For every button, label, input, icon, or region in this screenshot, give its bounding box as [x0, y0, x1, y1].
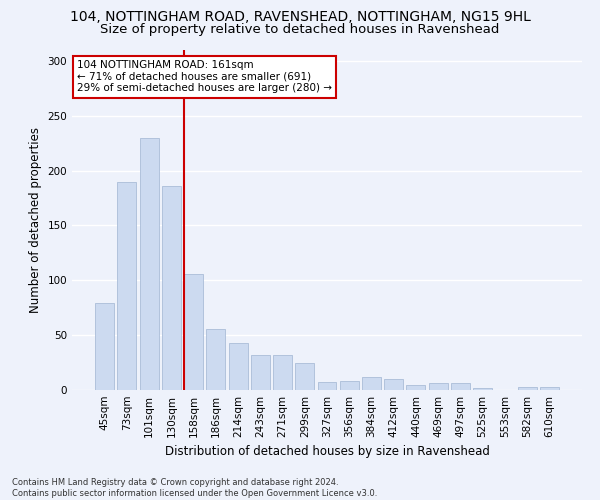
Bar: [118, 182, 136, 390]
Text: Contains HM Land Registry data © Crown copyright and database right 2024.
Contai: Contains HM Land Registry data © Crown c…: [12, 478, 377, 498]
Bar: [273, 355, 292, 390]
Bar: [518, 386, 536, 390]
Text: Size of property relative to detached houses in Ravenshead: Size of property relative to detached ho…: [100, 22, 500, 36]
Bar: [362, 377, 381, 390]
Bar: [406, 384, 425, 390]
Bar: [140, 138, 158, 390]
Bar: [451, 384, 470, 390]
Text: 104, NOTTINGHAM ROAD, RAVENSHEAD, NOTTINGHAM, NG15 9HL: 104, NOTTINGHAM ROAD, RAVENSHEAD, NOTTIN…: [70, 10, 530, 24]
Y-axis label: Number of detached properties: Number of detached properties: [29, 127, 42, 313]
X-axis label: Distribution of detached houses by size in Ravenshead: Distribution of detached houses by size …: [164, 446, 490, 458]
Bar: [229, 343, 248, 390]
Bar: [295, 362, 314, 390]
Bar: [473, 388, 492, 390]
Bar: [340, 381, 359, 390]
Bar: [162, 186, 181, 390]
Bar: [317, 382, 337, 390]
Bar: [95, 304, 114, 390]
Text: 104 NOTTINGHAM ROAD: 161sqm
← 71% of detached houses are smaller (691)
29% of se: 104 NOTTINGHAM ROAD: 161sqm ← 71% of det…: [77, 60, 332, 94]
Bar: [540, 386, 559, 390]
Bar: [206, 328, 225, 390]
Bar: [184, 274, 203, 390]
Bar: [429, 384, 448, 390]
Bar: [384, 379, 403, 390]
Bar: [251, 355, 270, 390]
